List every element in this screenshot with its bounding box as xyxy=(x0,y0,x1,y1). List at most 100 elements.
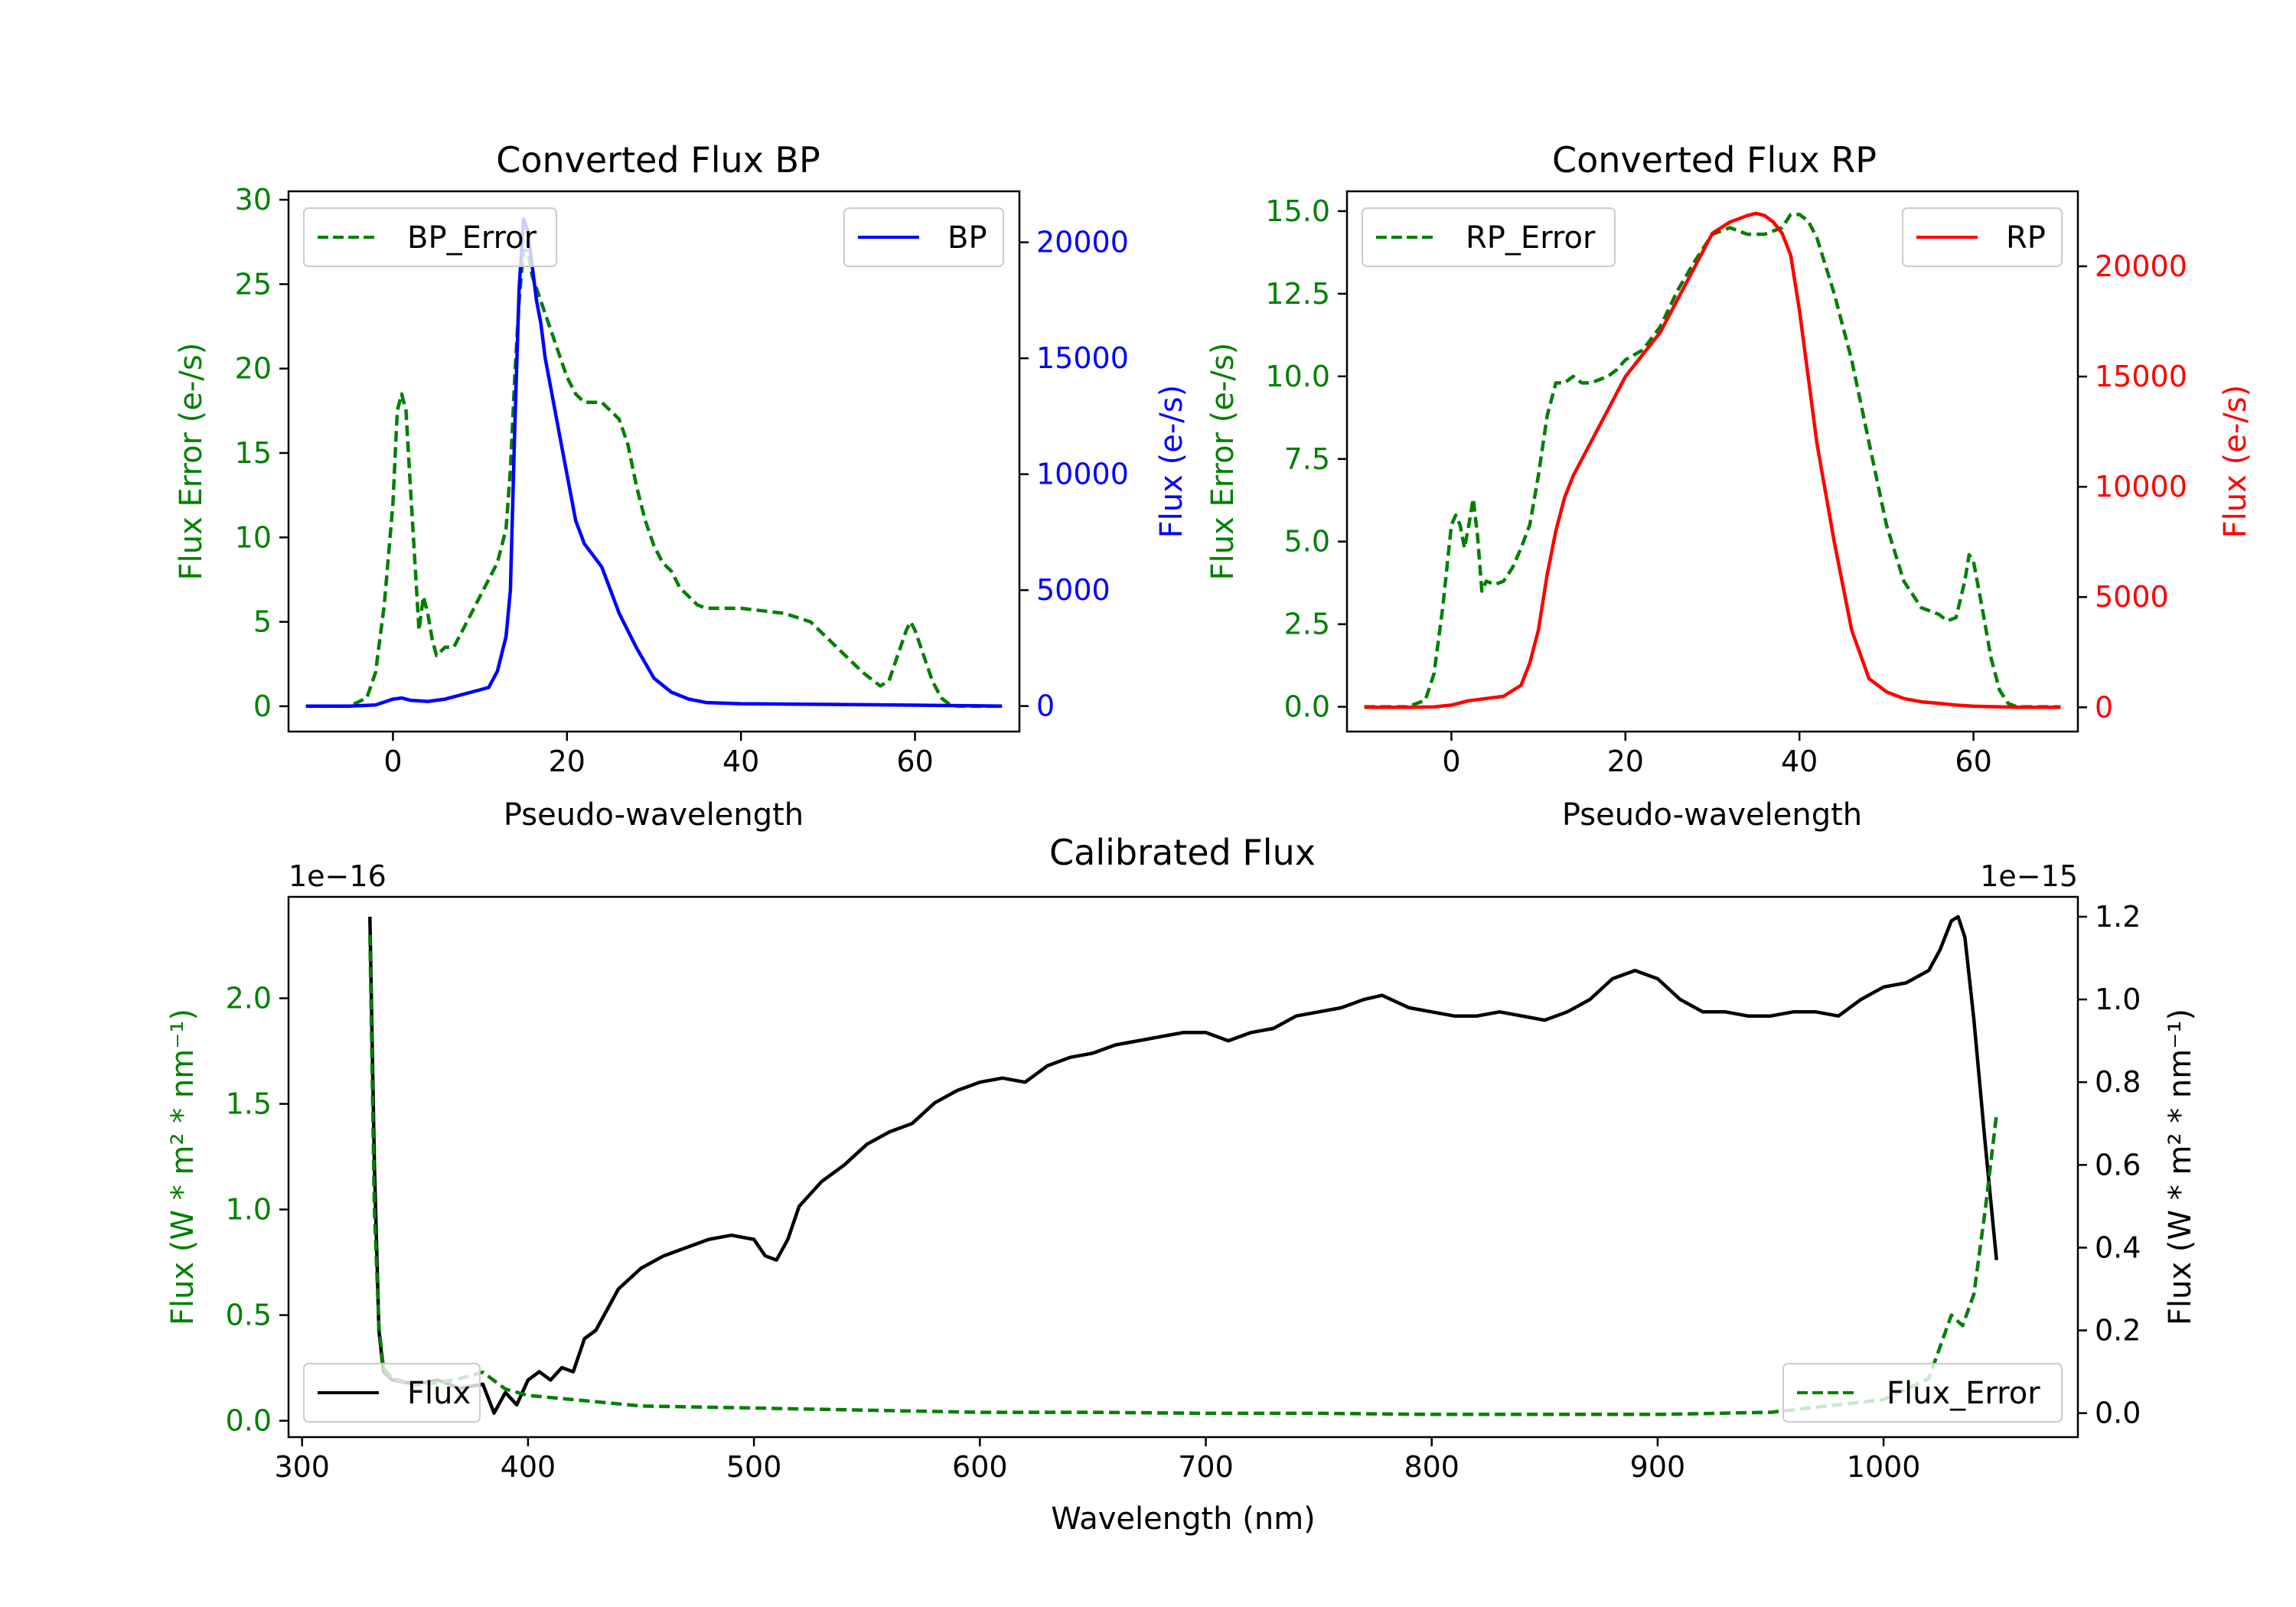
calibrated-left-offset-label: 1e−16 xyxy=(289,859,386,893)
cal-x-tick-label: 500 xyxy=(726,1450,782,1484)
bp-chart-title: Converted Flux BP xyxy=(496,139,820,181)
calibrated-error-legend-label: Flux_Error xyxy=(1887,1376,2040,1411)
bp-left-y-tick-label: 0 xyxy=(253,689,272,723)
rp-right-y-tick-label: 20000 xyxy=(2095,249,2187,283)
cal-right-y-tick-label: 0.0 xyxy=(2095,1397,2141,1430)
rp-right-y-tick-label: 10000 xyxy=(2095,470,2187,504)
bp-right-y-tick-label: 5000 xyxy=(1036,573,1110,607)
calibrated-x-axis-label: Wavelength (nm) xyxy=(1051,1501,1316,1537)
bp-right-y-tick-label: 20000 xyxy=(1036,226,1129,259)
rp-left-y-tick-label: 0.0 xyxy=(1284,690,1330,724)
bp-right-y-tick-label: 15000 xyxy=(1036,341,1129,375)
cal-x-tick-label: 800 xyxy=(1404,1450,1459,1484)
calibrated-flux-error-line xyxy=(368,934,1998,1416)
bp-left-y-tick-label: 15 xyxy=(235,436,272,470)
rp-left-y-axis-label: Flux Error (e-/s) xyxy=(1205,343,1241,581)
bp-x-tick-label: 40 xyxy=(722,745,759,778)
rp-x-ticks: 0 20 40 60 xyxy=(1442,732,1992,778)
rp-right-y-tick-label: 5000 xyxy=(2095,580,2169,614)
rp-chart-title: Converted Flux RP xyxy=(1552,139,1877,181)
rp-left-y-tick-label: 2.5 xyxy=(1284,608,1330,641)
bp-x-axis-label: Pseudo-wavelength xyxy=(504,797,804,833)
calibrated-flux-legend-box xyxy=(303,1363,481,1423)
bp-error-legend: BP_Error xyxy=(303,207,557,267)
rp-error-line xyxy=(1364,212,2061,709)
calibrated-flux-line xyxy=(368,914,1998,1415)
calibrated-left-y-axis-label: Flux (W * m² * nm⁻¹) xyxy=(165,1009,201,1325)
calibrated-chart-title: Calibrated Flux xyxy=(1049,832,1316,873)
calibrated-left-y-ticks: 0.0 0.5 1.0 1.5 2.0 xyxy=(226,982,289,1438)
rp-panel: Converted Flux RP Pseudo-wavelength Flux… xyxy=(1205,139,2253,833)
bp-left-y-tick-label: 25 xyxy=(235,267,272,301)
cal-left-y-tick-label: 1.5 xyxy=(226,1087,272,1121)
bp-left-y-tick-label: 5 xyxy=(253,605,272,639)
rp-left-y-tick-label: 5.0 xyxy=(1284,525,1330,559)
rp-flux-line xyxy=(1364,211,2061,709)
calibrated-flux-legend: Flux xyxy=(303,1363,481,1423)
cal-right-y-tick-label: 0.2 xyxy=(2095,1314,2141,1348)
cal-left-y-tick-label: 0.5 xyxy=(226,1299,272,1332)
cal-right-y-tick-label: 1.0 xyxy=(2095,983,2141,1016)
rp-left-y-tick-label: 10.0 xyxy=(1265,360,1330,393)
rp-left-y-tick-label: 12.5 xyxy=(1265,277,1330,311)
rp-x-tick-label: 20 xyxy=(1607,745,1644,778)
calibrated-flux-legend-label: Flux xyxy=(407,1376,471,1411)
rp-flux-legend-box xyxy=(1902,207,2063,267)
rp-axes-frame xyxy=(1345,190,2079,733)
bp-right-y-tick-label: 0 xyxy=(1036,689,1055,723)
calibrated-axes-frame xyxy=(287,895,2079,1439)
cal-left-y-tick-label: 2.0 xyxy=(226,982,272,1015)
bp-left-y-ticks: 0 5 10 15 20 25 30 xyxy=(235,183,289,723)
rp-left-y-tick-label: 7.5 xyxy=(1284,442,1330,476)
bp-right-y-ticks: 0 5000 10000 15000 20000 xyxy=(1019,226,1129,723)
cal-x-tick-label: 600 xyxy=(952,1450,1008,1484)
bp-panel: Converted Flux BP Pseudo-wavelength Flux… xyxy=(174,139,1189,833)
bp-flux-legend-box xyxy=(843,207,1004,267)
rp-x-axis-label: Pseudo-wavelength xyxy=(1562,797,1862,833)
calibrated-x-ticks: 300 400 500 600 700 800 900 1000 xyxy=(274,1437,1920,1484)
rp-plot-area xyxy=(1364,211,2061,709)
rp-right-y-ticks: 0 5000 10000 15000 20000 xyxy=(2078,249,2187,724)
cal-left-y-tick-label: 0.0 xyxy=(226,1404,272,1438)
rp-flux-legend-label: RP xyxy=(2006,220,2046,256)
bp-flux-legend-label: BP xyxy=(947,220,987,256)
cal-right-y-tick-label: 0.4 xyxy=(2095,1231,2141,1264)
bp-left-y-tick-label: 20 xyxy=(235,352,272,386)
bp-error-legend-label: BP_Error xyxy=(407,220,537,256)
rp-left-y-tick-label: 15.0 xyxy=(1265,194,1330,228)
bp-x-tick-label: 60 xyxy=(896,745,933,778)
rp-x-tick-label: 40 xyxy=(1781,745,1818,778)
calibrated-error-legend: Flux_Error xyxy=(1782,1363,2063,1423)
rp-right-y-axis-label: Flux (e-/s) xyxy=(2218,385,2253,538)
calibrated-panel: Calibrated Flux 1e−16 1e−15 Wavelength (… xyxy=(165,832,2198,1537)
bp-x-ticks: 0 20 40 60 xyxy=(383,732,934,778)
cal-x-tick-label: 400 xyxy=(501,1450,556,1484)
rp-error-legend: RP_Error xyxy=(1362,207,1616,267)
bp-right-y-tick-label: 10000 xyxy=(1036,458,1129,491)
bp-right-y-axis-label: Flux (e-/s) xyxy=(1154,385,1189,538)
rp-x-tick-label: 0 xyxy=(1442,745,1460,778)
bp-left-y-axis-label: Flux Error (e-/s) xyxy=(174,343,209,581)
cal-right-y-tick-label: 1.2 xyxy=(2095,900,2141,934)
bp-error-line xyxy=(305,248,1003,709)
calibrated-right-y-ticks: 0.0 0.2 0.4 0.6 0.8 1.0 1.2 xyxy=(2078,900,2141,1430)
rp-error-legend-label: RP_Error xyxy=(1466,220,1596,256)
rp-x-tick-label: 60 xyxy=(1955,745,1991,778)
cal-left-y-tick-label: 1.0 xyxy=(226,1193,272,1227)
rp-flux-legend: RP xyxy=(1902,207,2063,267)
calibrated-error-legend-box xyxy=(1782,1363,2063,1423)
cal-right-y-tick-label: 0.8 xyxy=(2095,1065,2141,1099)
bp-x-tick-label: 0 xyxy=(383,745,402,778)
rp-left-y-ticks: 0.0 2.5 5.0 7.5 10.0 12.5 15.0 xyxy=(1265,194,1347,724)
cal-x-tick-label: 300 xyxy=(274,1450,330,1484)
bp-flux-line xyxy=(305,217,1003,708)
bp-flux-legend: BP xyxy=(843,207,1004,267)
rp-right-y-tick-label: 15000 xyxy=(2095,360,2187,393)
calibrated-right-y-axis-label: Flux (W * m² * nm⁻¹) xyxy=(2163,1009,2198,1325)
cal-x-tick-label: 1000 xyxy=(1847,1450,1921,1484)
bp-axes-frame xyxy=(287,190,1021,733)
bp-plot-area xyxy=(305,217,1003,709)
cal-x-tick-label: 700 xyxy=(1178,1450,1234,1484)
rp-right-y-tick-label: 0 xyxy=(2095,690,2113,724)
